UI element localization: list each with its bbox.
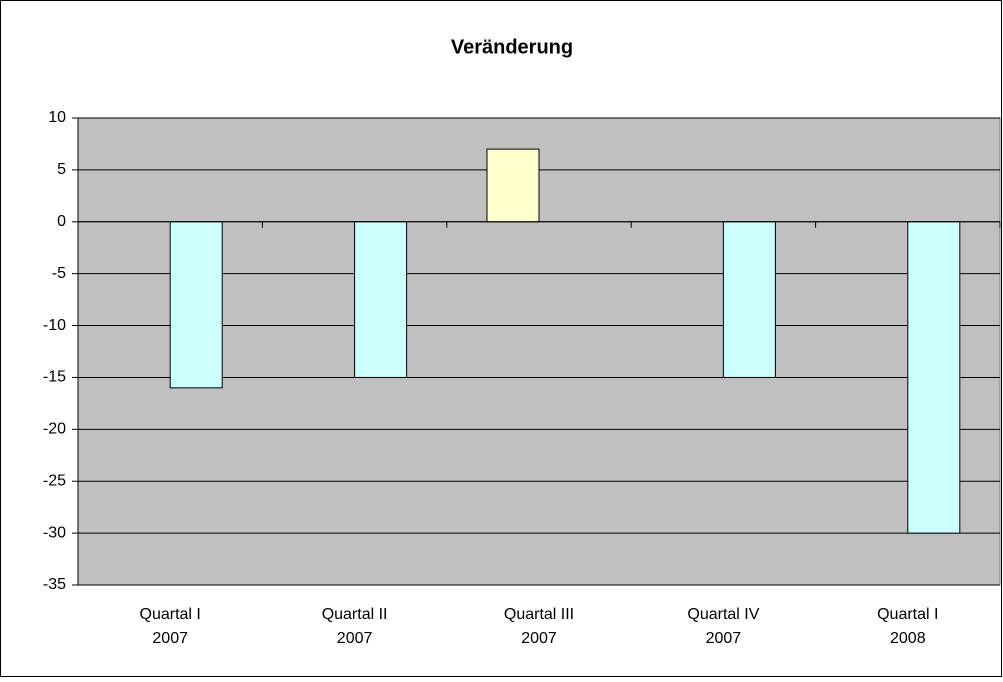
y-tick-label: 0 [57, 213, 66, 230]
chart-title: Veränderung [451, 36, 573, 58]
x-tick-label: Quartal I [140, 606, 201, 623]
x-tick-label: Quartal III [504, 606, 574, 623]
bar [169, 221, 223, 389]
x-tick-label: 2007 [706, 630, 742, 647]
x-tick-label: 2007 [521, 630, 557, 647]
y-tick-label: 5 [57, 161, 66, 178]
x-tick-label: 2007 [337, 630, 373, 647]
y-tick-label: -25 [43, 472, 66, 489]
y-tick-label: -35 [43, 576, 66, 593]
bar [907, 221, 961, 534]
x-tick-label: Quartal I [877, 606, 938, 623]
y-tick-label: -5 [52, 265, 66, 282]
x-tick-label: Quartal II [322, 606, 388, 623]
y-tick-label: -15 [43, 369, 66, 386]
x-tick-label: 2007 [152, 630, 188, 647]
bar [722, 221, 776, 378]
bar [354, 221, 408, 378]
x-tick-label: 2008 [890, 630, 926, 647]
y-tick-label: 10 [48, 109, 66, 126]
x-tick-label: Quartal IV [687, 606, 759, 623]
y-tick-label: -10 [43, 317, 66, 334]
bar [486, 148, 540, 223]
y-tick-label: -30 [43, 524, 66, 541]
y-tick-label: -20 [43, 421, 66, 438]
